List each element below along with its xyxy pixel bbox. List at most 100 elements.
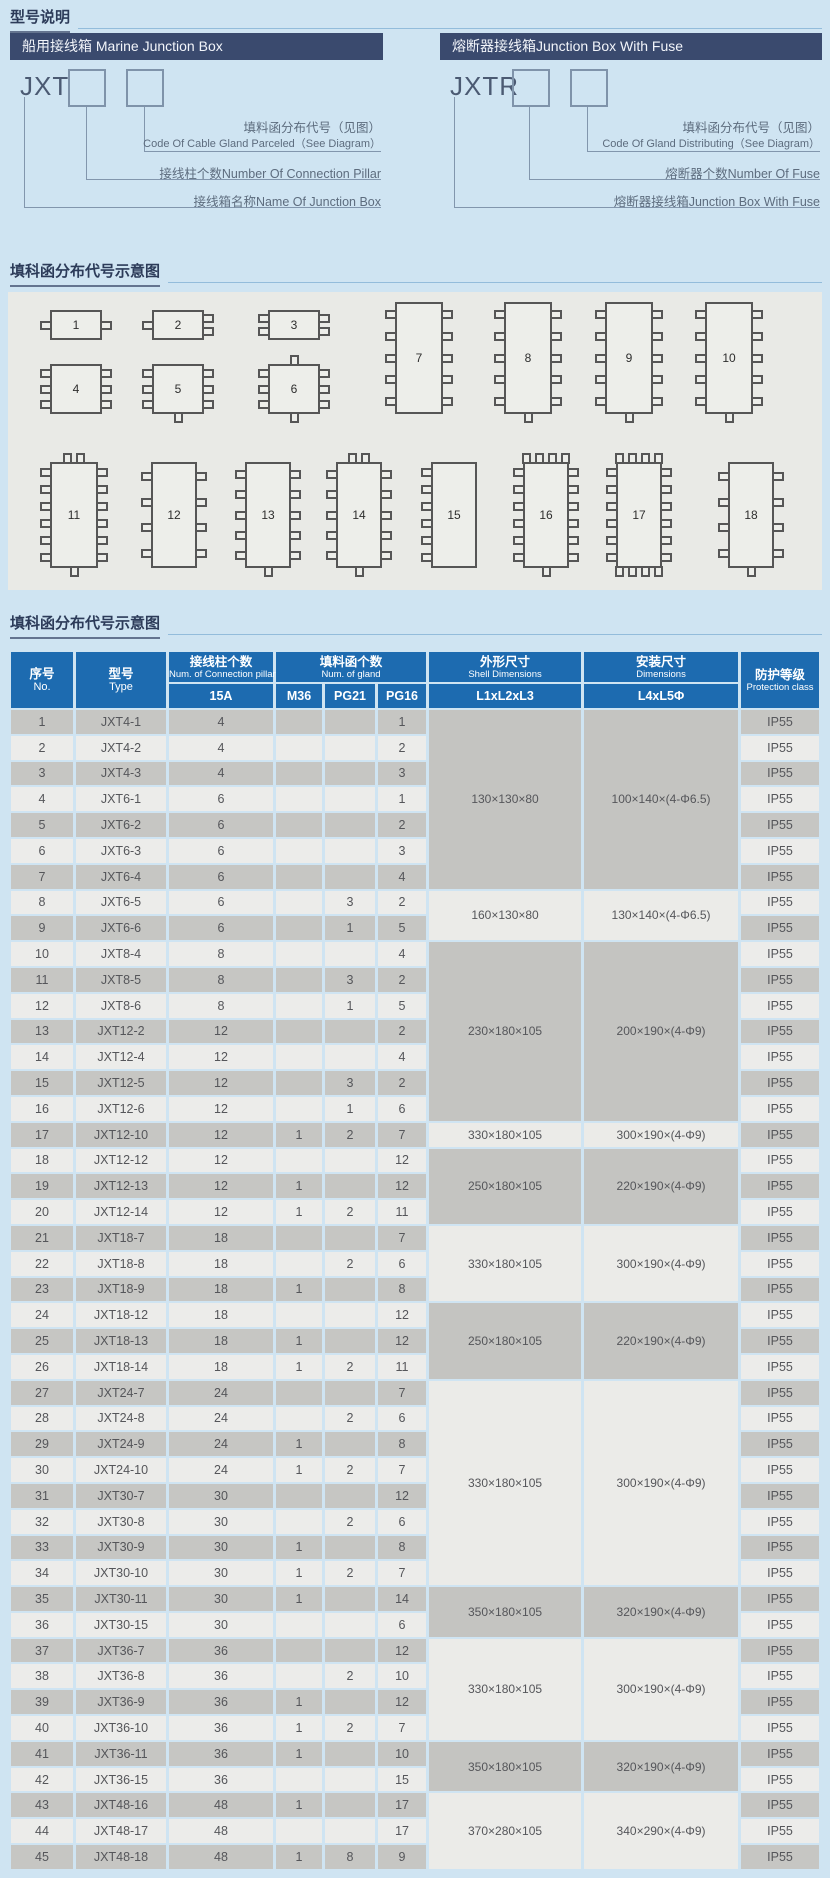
cell-m36 <box>276 1045 322 1070</box>
cable-gland-tab <box>695 353 707 363</box>
spec-row: 21 JXT18-7 18 7 330×180×105 300×190×(4-Φ9) IP5… <box>11 1225 820 1302</box>
cable-gland-tab <box>76 453 85 464</box>
cell-15a: 48 <box>169 1845 273 1869</box>
cable-gland-tab <box>289 551 301 561</box>
cell-m36 <box>276 864 322 889</box>
spec-row: 19 JXT12-13 12 1 12 IP55 <box>11 1174 820 1199</box>
label-underline <box>144 151 381 152</box>
cell-m36 <box>276 1096 322 1121</box>
cable-gland-tab <box>326 469 338 479</box>
cell-type: JXT18-8 <box>76 1251 166 1276</box>
cable-gland-tab <box>258 384 270 394</box>
model-code-box <box>570 69 608 107</box>
cell-m36: 1 <box>276 1587 322 1611</box>
cell-type: JXT48-16 <box>76 1793 166 1818</box>
cell-no: 11 <box>11 967 73 992</box>
cell-pg21 <box>325 1587 375 1611</box>
cell-type: JXT24-8 <box>76 1406 166 1431</box>
cell-protection-class: IP55 <box>741 1458 820 1482</box>
cell-no: 14 <box>11 1045 73 1070</box>
cell-pg16: 2 <box>378 967 427 992</box>
cell-pg16: 9 <box>378 1845 427 1869</box>
cable-gland-tab <box>567 468 579 477</box>
cell-m36 <box>276 710 322 734</box>
spec-row: 30 JXT24-10 24 1 2 7 IP55 <box>11 1458 820 1482</box>
cable-gland-tab <box>595 353 607 363</box>
cell-protection-class: IP55 <box>741 1845 820 1869</box>
spec-row: 17 JXT12-10 12 1 2 7 330×180×105 300×190×(4-Φ9)… <box>11 1122 820 1147</box>
cell-type: JXT30-10 <box>76 1561 166 1586</box>
cable-gland-tab <box>195 472 207 482</box>
cable-gland-tab <box>421 502 433 511</box>
cable-gland-tab <box>513 553 525 562</box>
cell-type: JXT30-9 <box>76 1535 166 1560</box>
cable-gland-tab <box>523 412 533 423</box>
cable-gland-tab <box>651 396 663 406</box>
spec-row: 25 JXT18-13 18 1 12 IP55 <box>11 1329 820 1353</box>
cable-gland-tab <box>202 369 214 379</box>
cell-pg21 <box>325 735 375 760</box>
cell-15a: 8 <box>169 993 273 1018</box>
cell-pg16: 7 <box>378 1716 427 1740</box>
model-code-box <box>126 69 164 107</box>
cell-15a: 30 <box>169 1509 273 1534</box>
cell-pg16: 10 <box>378 1664 427 1689</box>
cell-mount-dimensions: 300×190×(4-Φ9) <box>584 1638 739 1740</box>
cell-protection-class: IP55 <box>741 1071 820 1095</box>
cable-gland-tab <box>421 485 433 494</box>
gland-code-number: 6 <box>290 382 298 396</box>
cell-pg16: 2 <box>378 1071 427 1095</box>
model-code-box <box>512 69 550 107</box>
cell-pg21 <box>325 1741 375 1766</box>
cable-gland-tab <box>513 485 525 494</box>
cell-protection-class: IP55 <box>741 864 820 889</box>
cell-no: 34 <box>11 1561 73 1586</box>
subheader-l4l5: L4xL5Φ <box>584 684 739 708</box>
gland-code-box-14: 14 <box>326 453 392 577</box>
spec-row: 2 JXT4-2 4 2 IP55 <box>11 735 820 760</box>
cell-no: 22 <box>11 1251 73 1276</box>
cable-gland-tab <box>606 536 618 545</box>
section-title-text: 型号说明 <box>10 6 71 33</box>
cable-gland-tab <box>96 502 108 511</box>
spec-row: 9 JXT6-6 6 1 5 IP55 <box>11 916 820 941</box>
cell-no: 23 <box>11 1277 73 1302</box>
cell-m36 <box>276 1303 322 1328</box>
cable-gland-tab <box>421 519 433 528</box>
spec-row: 13 JXT12-2 12 2 IP55 <box>11 1019 820 1044</box>
cell-15a: 6 <box>169 864 273 889</box>
gland-code-box-12: 12 <box>141 462 207 568</box>
cell-type: JXT6-5 <box>76 890 166 915</box>
cell-pg21: 2 <box>325 1406 375 1431</box>
gland-code-diagram-panel: 1 2 3 4 5 6 7 8 9 10 11 12 13 14 15 16 17 18 <box>8 292 822 590</box>
cable-gland-tab <box>441 375 453 385</box>
subheader-15a: 15A <box>169 684 273 708</box>
gland-code-box-13: 13 <box>235 462 301 577</box>
cable-gland-tab <box>660 553 672 562</box>
marine-junction-box-diagram: 船用接线箱 Marine Junction Box JXT 填料函分布代号（见图… <box>10 33 383 215</box>
cell-m36 <box>276 1406 322 1431</box>
cable-gland-tab <box>100 320 112 330</box>
cable-gland-tab <box>40 536 52 545</box>
cell-protection-class: IP55 <box>741 1303 820 1328</box>
cell-shell-dimensions: 130×130×80 <box>429 710 582 889</box>
gland-code-number: 1 <box>72 318 80 332</box>
cell-pg21 <box>325 1019 375 1044</box>
cell-protection-class: IP55 <box>741 838 820 863</box>
cable-gland-tab <box>142 399 154 409</box>
cable-gland-tab <box>318 327 330 336</box>
cell-pg16: 12 <box>378 1329 427 1353</box>
cable-gland-tab <box>606 502 618 511</box>
cell-no: 24 <box>11 1303 73 1328</box>
cell-pg16: 12 <box>378 1303 427 1328</box>
cable-gland-tab <box>40 468 52 477</box>
cell-15a: 30 <box>169 1535 273 1560</box>
cable-gland-tab <box>258 314 270 323</box>
spec-row: 39 JXT36-9 36 1 12 IP55 <box>11 1690 820 1715</box>
cell-15a: 12 <box>169 1200 273 1224</box>
cell-no: 27 <box>11 1380 73 1405</box>
cell-protection-class: IP55 <box>741 735 820 760</box>
col-header-mount: 安装尺寸 Dimensions <box>584 652 739 682</box>
cell-pg21 <box>325 1148 375 1173</box>
